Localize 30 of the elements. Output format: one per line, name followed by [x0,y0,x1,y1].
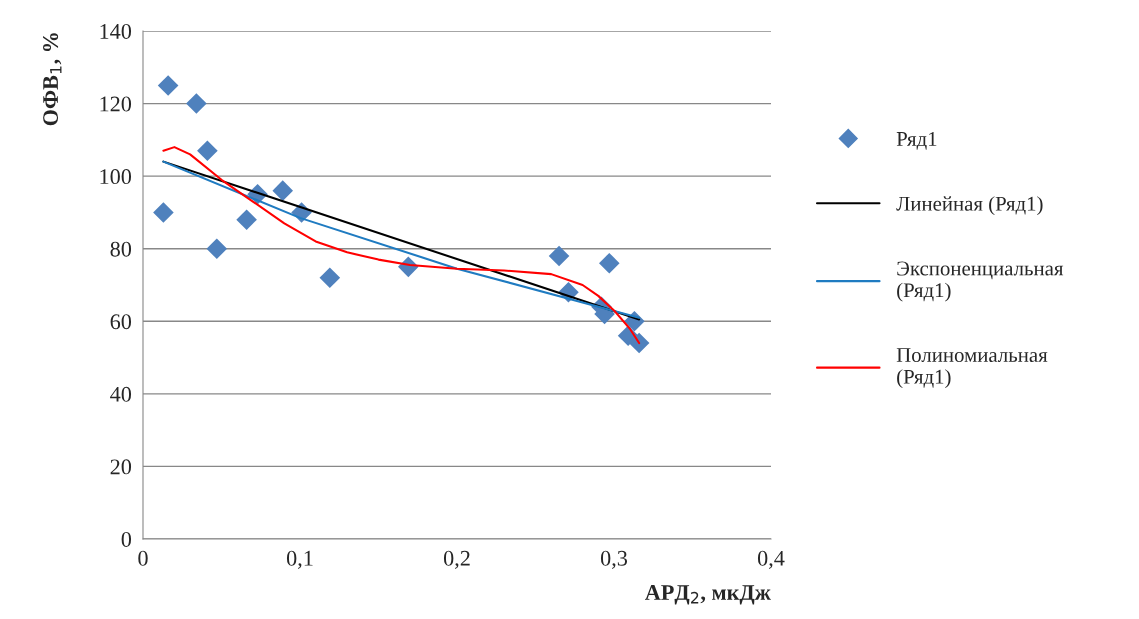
point [186,93,207,114]
y-tick-label: 140 [100,23,132,39]
legend-label: Линейная (Ряд1) [896,196,1043,216]
point [153,202,174,223]
x-tick-label: 0,1 [286,550,313,569]
point [197,140,218,162]
y-tick-label: 120 [100,96,132,112]
point [236,209,257,230]
point [157,75,179,96]
point [628,332,650,354]
point [272,180,294,201]
y-tick-label: 60 [110,314,132,330]
y-tick-label: 80 [110,241,132,257]
point [548,245,570,267]
y-tick-label: 40 [110,386,132,402]
legend-label: Ряд1 [896,131,937,150]
point [598,252,620,274]
legend-label: Экспоненциальная (Ряд1) [897,261,1064,302]
y-tick-label: 20 [110,459,132,475]
x-axis-title: АРД$_{2}$, мкДж [645,585,771,605]
x-tick-label: 0,3 [600,550,628,569]
legend-label: Полиномиальная (Ряд1) [896,348,1048,389]
x-tick-label: 0 [138,550,148,566]
y-tick-label: 100 [100,169,132,185]
x-tick-label: 0,4 [757,550,785,569]
x-tick-label: 0,2 [443,550,470,569]
y-axis-title: ОФВ$_{1}$, % [43,33,62,126]
point [206,238,228,260]
y-tick-label: 0 [121,531,132,547]
point [319,267,341,289]
